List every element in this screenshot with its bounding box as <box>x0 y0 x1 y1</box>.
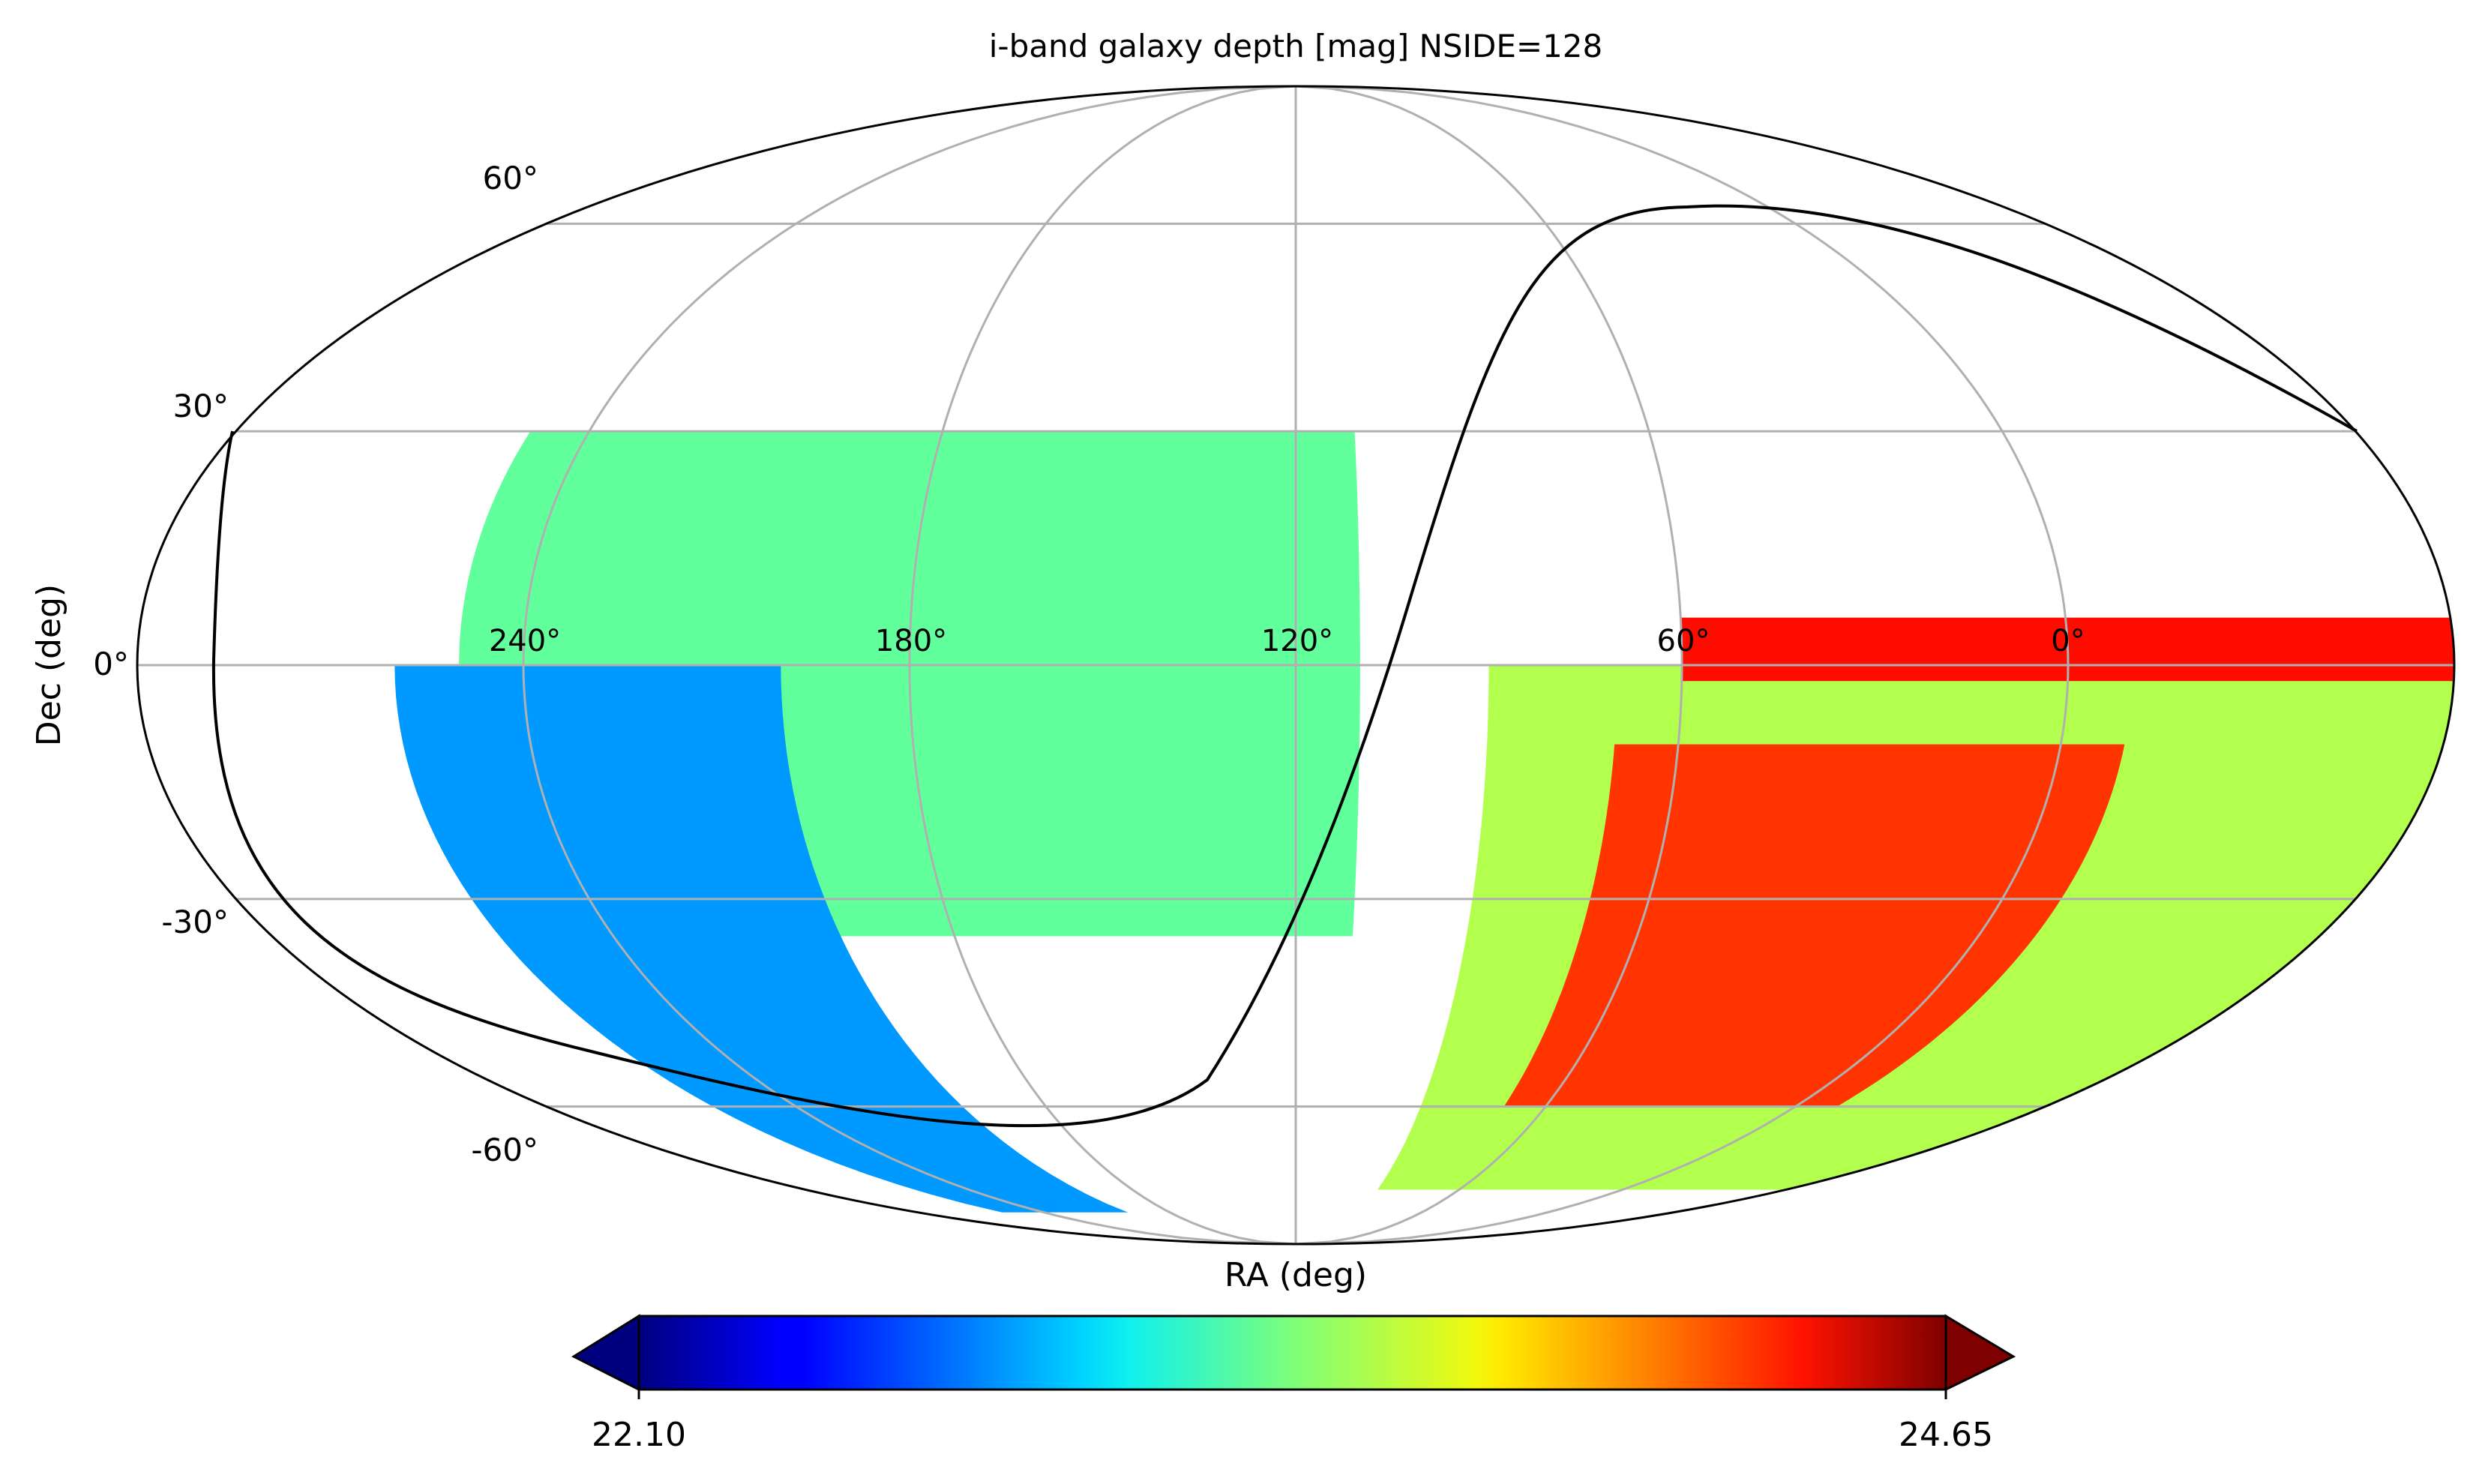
colorbar-gradient <box>637 1315 1947 1391</box>
map-title: i-band galaxy depth [mag] NSIDE=128 <box>989 28 1602 64</box>
colorbar: 22.10 24.65 <box>571 1314 2016 1454</box>
grid-meridian <box>1295 86 2070 1244</box>
map-outline <box>136 85 2456 1246</box>
colorbar-max-label: 24.65 <box>1899 1416 1993 1454</box>
y-axis-label: Dec (deg) <box>30 584 68 746</box>
graticule <box>137 86 2454 1244</box>
grid-meridian <box>1295 86 1683 1244</box>
colorbar-min-label: 22.10 <box>592 1416 686 1454</box>
galactic-plane-curve <box>211 204 2358 1128</box>
ra-tick-labels: 240° 180° 120° 60° 0° <box>489 624 2085 658</box>
ra-tick-label: 0° <box>2051 624 2085 658</box>
colorbar-extend-high <box>1944 1314 2016 1392</box>
depth-regions <box>394 431 2454 1213</box>
grid-meridian <box>908 86 1296 1244</box>
dec-tick-label: -60° <box>471 1132 538 1168</box>
x-axis-label: RA (deg) <box>1225 1256 1367 1294</box>
ra-tick-label: 120° <box>1261 624 1333 658</box>
grid-meridian <box>522 86 1296 1244</box>
depth-region <box>1503 744 2125 1107</box>
ra-tick-label: 180° <box>875 624 947 658</box>
dec-tick-labels: 60° 30° 0° -30° -60° <box>93 160 538 1168</box>
dec-tick-label: 60° <box>483 160 538 196</box>
dec-tick-label: -30° <box>161 904 229 940</box>
ra-tick-label: 240° <box>489 624 561 658</box>
dec-tick-label: 30° <box>173 388 229 424</box>
ra-tick-label: 60° <box>1657 624 1710 658</box>
colorbar-extend-low <box>571 1314 640 1392</box>
depth-region <box>394 665 1129 1213</box>
dec-tick-label: 0° <box>93 646 129 682</box>
